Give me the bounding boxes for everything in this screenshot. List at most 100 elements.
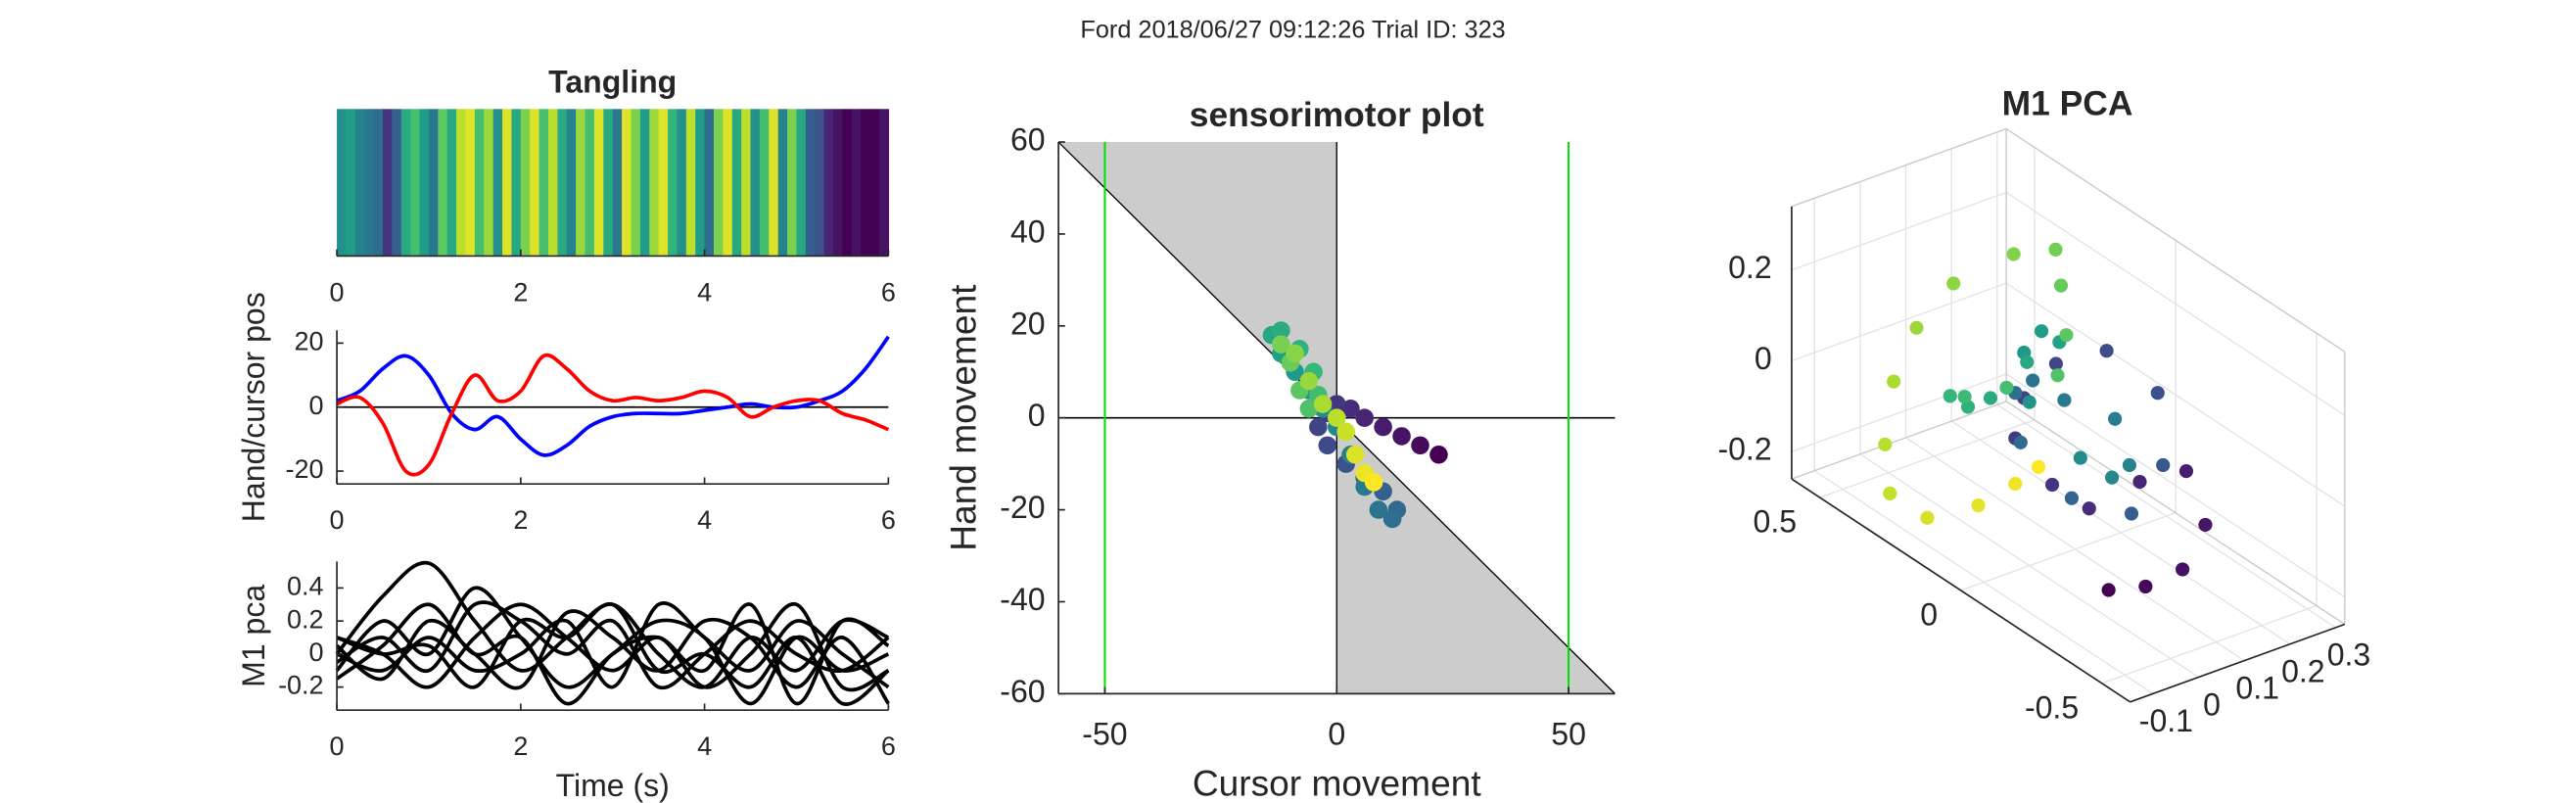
- scatter-point: [2059, 328, 2074, 343]
- heat-cell: [861, 109, 871, 257]
- scatter-point: [1392, 427, 1411, 446]
- heat-cell: [677, 109, 687, 257]
- heat-cell: [438, 109, 448, 257]
- scatter-point: [1272, 335, 1290, 354]
- heat-cell: [658, 109, 669, 257]
- heat-cell: [593, 109, 604, 257]
- scatter-point: [1909, 320, 1924, 335]
- heat-cell: [530, 109, 540, 257]
- scatter-point: [2053, 278, 2069, 293]
- line-series: [336, 602, 890, 706]
- scatter-point: [2026, 373, 2040, 388]
- scatter-point: [1272, 321, 1290, 340]
- y-tick-label: -60: [1000, 674, 1045, 709]
- x-tick-label: 0: [330, 732, 345, 761]
- x-tick-label: 2: [513, 732, 528, 761]
- x-tick-label: 0.3: [2327, 638, 2371, 673]
- scatter-point: [2138, 579, 2153, 594]
- scatter-point: [1318, 436, 1337, 455]
- heat-cell: [428, 109, 440, 257]
- scatter-point: [1999, 380, 2014, 396]
- heat-cell: [539, 109, 549, 257]
- scatter-point: [1336, 422, 1356, 442]
- heat-cell: [547, 109, 559, 257]
- z-tick-label: 0: [1755, 341, 1772, 376]
- x-tick-label: 0.1: [2235, 670, 2279, 705]
- heat-cell: [392, 109, 402, 257]
- heat-cell: [585, 109, 595, 257]
- y-tick-label: -0.2: [278, 671, 323, 700]
- x-tick-label: 0.2: [2281, 654, 2325, 689]
- figure-title: Ford 2018/06/27 09:12:26 Trial ID: 323: [1080, 17, 1505, 44]
- y-axis-label: Hand/cursor pos: [236, 292, 271, 522]
- scatter-point: [1309, 417, 1328, 437]
- box-edge: [2005, 127, 2346, 353]
- heat-cell: [382, 109, 394, 257]
- scatter-point: [1411, 436, 1429, 455]
- heat-cell: [410, 109, 421, 257]
- y-axis-label: M1 pca: [236, 585, 271, 687]
- y-tick-label: -0.5: [2025, 689, 2079, 725]
- y-tick-label: 0.4: [287, 572, 324, 601]
- scatter-point: [2057, 393, 2072, 407]
- y-tick-label: 0.5: [1754, 504, 1798, 540]
- scatter-point: [2156, 457, 2171, 473]
- scatter-point: [2101, 583, 2116, 597]
- grid-line: [1960, 512, 2177, 591]
- x-tick-label: -0.1: [2139, 703, 2193, 738]
- box-edge: [2005, 401, 2346, 626]
- heat-cell: [557, 109, 568, 257]
- x-axis-label: Time (s): [556, 768, 670, 803]
- axes-title: Tangling: [548, 64, 677, 99]
- heat-cell: [484, 109, 494, 257]
- scatter-point: [1971, 497, 1986, 513]
- grid-line: [1819, 419, 2036, 498]
- line-series: [336, 600, 890, 690]
- heat-cell: [769, 109, 779, 257]
- scatter-point: [1341, 400, 1360, 418]
- line-series: [336, 601, 890, 689]
- x-tick-label: 4: [697, 277, 712, 307]
- x-tick-label: 0: [1328, 717, 1345, 752]
- scatter-point: [2006, 247, 2021, 261]
- axes-title: sensorimotor plot: [1190, 95, 1484, 134]
- y-tick-label: 0: [309, 391, 324, 420]
- x-tick-label: 4: [697, 505, 712, 535]
- heat-cell: [704, 109, 715, 257]
- heat-cell: [787, 109, 798, 257]
- grid-line: [2101, 604, 2318, 685]
- scatter-point: [2034, 324, 2049, 339]
- line-series: [336, 353, 890, 477]
- heat-cell: [631, 109, 641, 257]
- grid-line: [2005, 282, 2346, 507]
- heat-cell: [878, 109, 890, 257]
- heat-cell: [364, 109, 375, 257]
- y-axis-label: Hand movement: [942, 284, 983, 551]
- scatter-point: [2020, 354, 2035, 369]
- heat-cell: [456, 109, 467, 257]
- scatter-point: [1983, 391, 1998, 405]
- scatter-point: [1382, 509, 1402, 529]
- heat-cell: [446, 109, 457, 257]
- scatter-point: [1887, 374, 1901, 389]
- heat-cell: [511, 109, 522, 257]
- scatter-point: [1313, 395, 1333, 413]
- scatter-point: [2073, 450, 2087, 465]
- scatter-point: [1946, 276, 1961, 291]
- scatter-point: [1920, 510, 1935, 525]
- heat-cell: [502, 109, 513, 257]
- heat-cell: [750, 109, 761, 257]
- line-series: [336, 602, 890, 692]
- heat-cell: [759, 109, 770, 257]
- scatter-point: [1374, 417, 1392, 437]
- heat-cell: [695, 109, 706, 257]
- box-edge: [1791, 127, 2007, 208]
- scatter-point: [2132, 474, 2147, 490]
- grid-line: [2005, 191, 2346, 416]
- heat-cell: [815, 109, 825, 257]
- y-tick-label: 20: [1010, 306, 1046, 341]
- scatter-point: [1345, 445, 1365, 464]
- heat-cell: [612, 109, 623, 257]
- heat-cell: [622, 109, 632, 257]
- x-axis: [2130, 623, 2346, 703]
